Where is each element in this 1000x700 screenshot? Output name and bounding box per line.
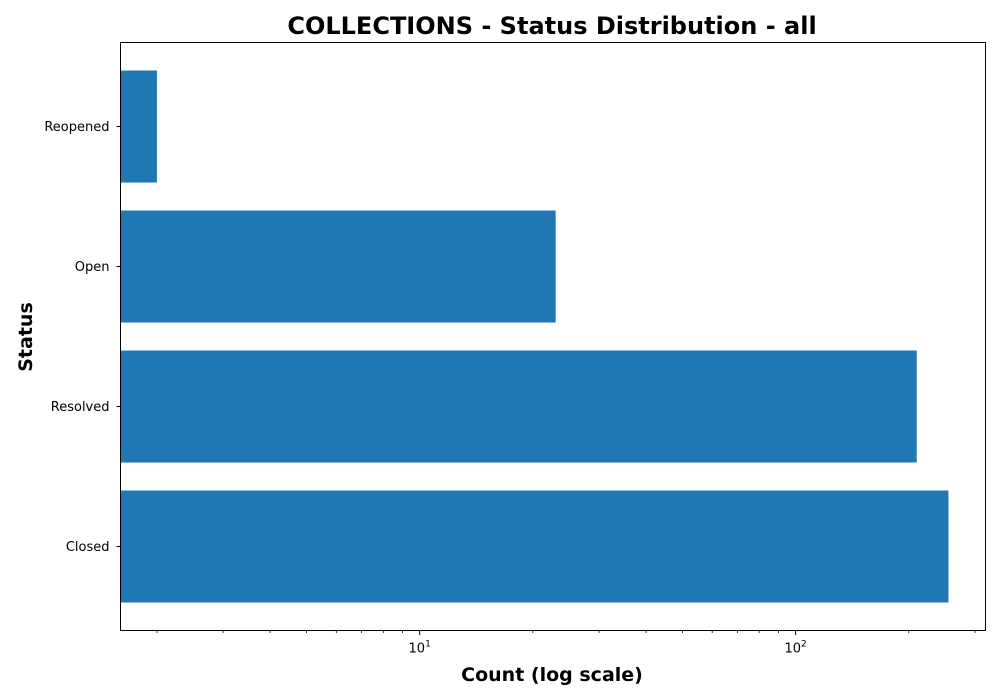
bar-closed — [120, 490, 949, 603]
y-axis-ticks: Closed Resolved Open Reopened — [44, 120, 121, 555]
x-tick-label-100: 102 — [784, 640, 806, 657]
x-tick-label-10: 101 — [409, 640, 431, 657]
x-axis-ticks: 101 102 — [156, 630, 976, 657]
y-tick-label-open: Open — [75, 260, 110, 275]
bar-open — [120, 210, 556, 323]
chart-title: COLLECTIONS - Status Distribution - all — [287, 12, 816, 40]
x-axis-label: Count (log scale) — [461, 664, 643, 686]
plot-frame — [120, 42, 986, 631]
bar-reopened — [120, 70, 157, 183]
y-tick-label-reopened: Reopened — [44, 120, 109, 135]
bar-resolved — [120, 350, 917, 463]
bars-group — [120, 70, 949, 603]
y-tick-label-closed: Closed — [66, 540, 110, 555]
y-axis-label: Status — [15, 302, 37, 372]
y-tick-label-resolved: Resolved — [51, 400, 110, 415]
